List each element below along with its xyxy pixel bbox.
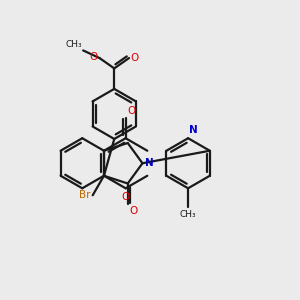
Text: CH₃: CH₃ bbox=[65, 40, 82, 49]
Text: CH₃: CH₃ bbox=[180, 210, 196, 219]
Text: O: O bbox=[129, 206, 137, 216]
Text: N: N bbox=[189, 125, 198, 135]
Text: N: N bbox=[145, 158, 153, 168]
Text: O: O bbox=[131, 53, 139, 63]
Text: O: O bbox=[122, 192, 130, 202]
Text: Br: Br bbox=[79, 190, 90, 200]
Text: O: O bbox=[127, 106, 135, 116]
Text: O: O bbox=[89, 52, 98, 62]
